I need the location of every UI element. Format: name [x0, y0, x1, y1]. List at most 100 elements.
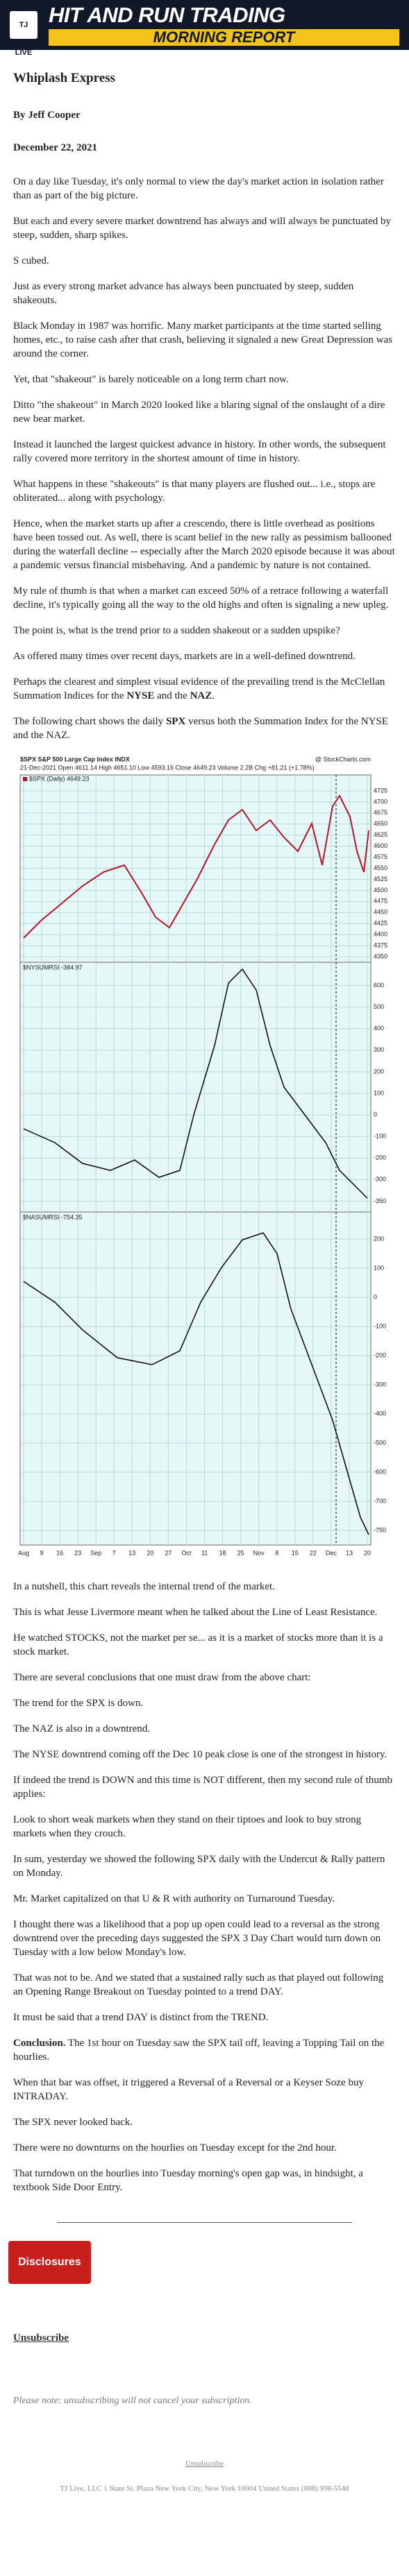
text-run: As offered many times over recent days, …: [13, 651, 356, 662]
y-tick-label: 4700: [374, 798, 387, 805]
text-run: On a day like Tuesday, it's only normal …: [13, 176, 384, 201]
y-tick-label: 100: [374, 1089, 384, 1096]
text-run: versus both the Summation Index for the …: [13, 716, 388, 741]
paragraph: The SPX never looked back.: [13, 2115, 396, 2129]
footer: Unsubscribe TJ Live, LLC 1 State St. Pla…: [13, 2459, 396, 2493]
y-tick-label: 600: [374, 982, 384, 989]
y-tick-label: 0: [374, 1111, 377, 1118]
text-run: Mr. Market capitalized on that U & R wit…: [13, 1893, 335, 1904]
x-tick-label: 18: [219, 1549, 226, 1556]
grid: [20, 775, 371, 1545]
text-run: Look to short weak markets when they sta…: [13, 1814, 362, 1839]
y-tick-label: -400: [374, 1410, 386, 1417]
text-run: If indeed the trend is DOWN and this tim…: [13, 1775, 392, 1800]
x-tick-label: 25: [237, 1549, 244, 1556]
x-tick-label: 20: [364, 1549, 371, 1556]
x-tick-label: 22: [310, 1549, 317, 1556]
y-tick-label: 4725: [374, 787, 387, 794]
bold-run: NAZ: [190, 690, 212, 701]
y-tick-label: 400: [374, 1025, 384, 1032]
paragraph: Look to short weak markets when they sta…: [13, 1813, 396, 1841]
y-tick-label: -100: [374, 1322, 386, 1329]
chart-symbol: $SPX S&P 500 Large Cap Index INDX: [20, 756, 130, 762]
paragraph: Black Monday in 1987 was horrific. Many …: [13, 319, 396, 361]
bold-run: NYSE: [126, 690, 155, 701]
y-tick-label: -350: [374, 1197, 386, 1204]
text-run: Yet, that "shakeout" is barely noticeabl…: [13, 374, 289, 385]
text-run: The NAZ is also in a downtrend.: [13, 1723, 151, 1734]
x-tick-label: 16: [56, 1549, 63, 1556]
y-tick-label: -300: [374, 1176, 386, 1183]
y-tick-label: 4600: [374, 842, 387, 849]
text-run: This is what Jesse Livermore meant when …: [13, 1607, 378, 1618]
x-tick-label: 23: [74, 1549, 81, 1556]
y-tick-label: -200: [374, 1154, 386, 1161]
paragraph: Instead it launched the largest quickest…: [13, 438, 396, 466]
paragraph: Perhaps the clearest and simplest visual…: [13, 675, 396, 703]
x-tick-label: Oct: [181, 1549, 192, 1556]
text-run: I thought there was a likelihood that a …: [13, 1919, 381, 1958]
x-tick-label: 20: [147, 1549, 153, 1556]
bold-run: SPX: [165, 716, 186, 727]
x-tick-label: 15: [292, 1549, 299, 1556]
paragraph: It must be said that a trend DAY is dist…: [13, 2011, 396, 2024]
y-tick-label: 4575: [374, 853, 387, 860]
paragraph: The following chart shows the daily SPX …: [13, 715, 396, 742]
y-tick-label: 100: [374, 1264, 384, 1271]
paragraph: The point is, what is the trend prior to…: [13, 624, 396, 638]
paragraph: There are several conclusions that one m…: [13, 1671, 396, 1684]
paragraph: S cubed.: [13, 254, 396, 268]
y-tick-label: 4450: [374, 909, 387, 916]
text-run: The 1st hour on Tuesday saw the SPX tail…: [13, 2038, 385, 2063]
footer-unsubscribe[interactable]: Unsubscribe: [185, 2459, 224, 2468]
x-tick-label: 8: [275, 1549, 278, 1556]
article-title: Whiplash Express: [13, 71, 115, 85]
y-tick-label: 200: [374, 1068, 384, 1075]
text-run: Just as every strong market advance has …: [13, 281, 354, 306]
text-run: Hence, when the market starts up after a…: [13, 518, 395, 571]
text-run: The trend for the SPX is down.: [13, 1698, 144, 1709]
paragraph: In a nutshell, this chart reveals the in…: [13, 1580, 396, 1594]
text-run: It must be said that a trend DAY is dist…: [13, 2012, 269, 2023]
y-tick-label: 4625: [374, 831, 387, 838]
text-run: My rule of thumb is that when a market c…: [13, 586, 389, 611]
text-run: The NYSE downtrend coming off the Dec 10…: [13, 1749, 387, 1760]
paragraph: If indeed the trend is DOWN and this tim…: [13, 1773, 396, 1801]
body: On a day like Tuesday, it's only normal …: [13, 175, 396, 742]
disclosures-button[interactable]: Disclosures: [8, 2241, 91, 2284]
paragraph: This is what Jesse Livermore meant when …: [13, 1605, 396, 1619]
panel-label: $NASUMRSI -754.35: [23, 1213, 83, 1220]
y-tick-label: -200: [374, 1351, 386, 1358]
x-tick-label: 9: [40, 1549, 44, 1556]
logo: TJ LIVE: [10, 11, 37, 57]
text-run: The point is, what is the trend prior to…: [13, 625, 340, 636]
header: TJ LIVE HIT AND RUN TRADING MORNING REPO…: [0, 0, 409, 57]
y-tick-label: 500: [374, 1003, 384, 1010]
paragraph: I thought there was a likelihood that a …: [13, 1918, 396, 1959]
y-tick-label: 4475: [374, 898, 387, 905]
bold-run: Conclusion.: [13, 2038, 66, 2049]
y-tick-label: 0: [374, 1293, 377, 1300]
y-tick-label: 4525: [374, 876, 387, 882]
paragraph: Mr. Market capitalized on that U & R wit…: [13, 1892, 396, 1906]
y-tick-label: -500: [374, 1439, 386, 1446]
paragraph: He watched STOCKS, not the market per se…: [13, 1631, 396, 1659]
y-tick-label: 4550: [374, 864, 387, 871]
y-tick-label: -300: [374, 1381, 386, 1388]
text-run: Instead it launched the largest quickest…: [13, 439, 386, 464]
y-tick-label: -600: [374, 1468, 386, 1475]
divider: [57, 2222, 352, 2223]
text-run: In sum, yesterday we showed the followin…: [13, 1854, 385, 1879]
paragraph: In sum, yesterday we showed the followin…: [13, 1852, 396, 1880]
y-tick-label: 4375: [374, 941, 387, 948]
paragraph: The trend for the SPX is down.: [13, 1696, 396, 1710]
unsubscribe-link[interactable]: Unsubscribe: [13, 2332, 69, 2344]
y-tick-label: 4650: [374, 820, 387, 827]
text-run: Perhaps the clearest and simplest visual…: [13, 676, 385, 701]
body: In a nutshell, this chart reveals the in…: [13, 1580, 396, 2194]
text-run: There were no downturns on the hourlies …: [13, 2142, 337, 2153]
text-run: He watched STOCKS, not the market per se…: [13, 1632, 383, 1657]
x-tick-label: 13: [128, 1549, 135, 1556]
paragraph: The NYSE downtrend coming off the Dec 10…: [13, 1748, 396, 1762]
